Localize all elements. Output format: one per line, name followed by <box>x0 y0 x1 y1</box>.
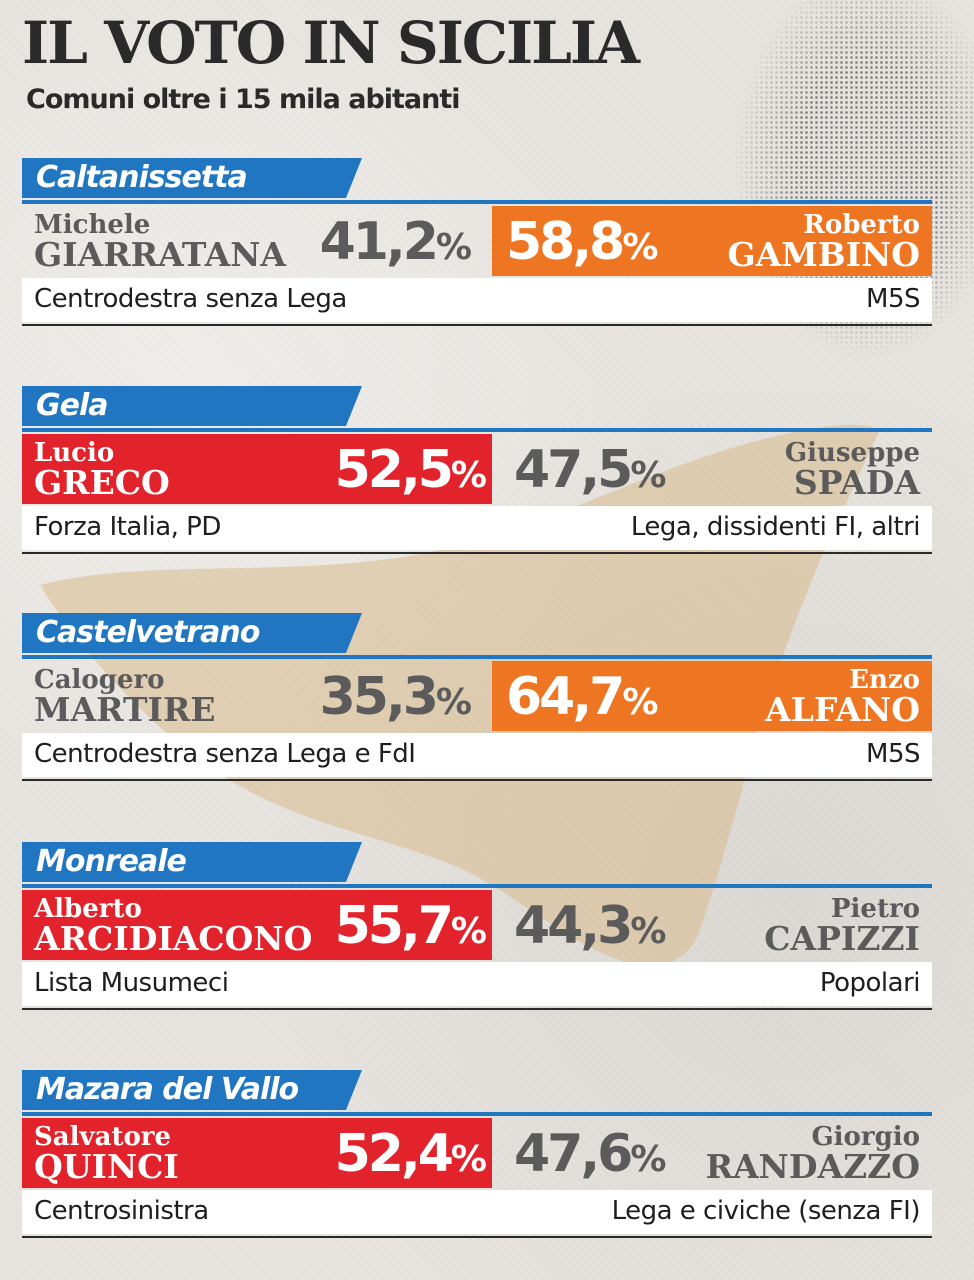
right-candidate-last-name: CAPIZZI <box>764 919 920 958</box>
winner-box <box>492 661 932 731</box>
city-tab: Caltanissetta <box>22 158 362 198</box>
left-candidate-first-name: Michele <box>34 210 151 240</box>
left-candidate-party: Centrodestra senza Lega e FdI <box>34 739 416 769</box>
right-candidate-first-name: Roberto <box>803 210 920 240</box>
result-row: Calogero MARTIRE 35,3% 64,7% Enzo ALFANO <box>22 661 932 731</box>
winner-box <box>492 206 932 276</box>
bottom-rule <box>22 1236 932 1238</box>
right-candidate-party: Lega, dissidenti FI, altri <box>630 512 921 542</box>
right-candidate-party: M5S <box>866 284 920 314</box>
race-block: Monreale Alberto ARCIDIACONO 55,7% 44,3%… <box>22 842 932 1022</box>
left-candidate-party: Forza Italia, PD <box>34 512 221 542</box>
left-candidate-last-name: MARTIRE <box>34 690 216 729</box>
city-name: Mazara del Vallo <box>36 1072 299 1107</box>
right-candidate-last-name: GAMBINO <box>727 235 920 274</box>
right-candidate-first-name: Enzo <box>849 665 920 695</box>
divider <box>22 200 932 204</box>
city-name: Caltanissetta <box>36 160 247 195</box>
right-candidate-party: M5S <box>866 739 920 769</box>
left-candidate-percentage: 35,3% <box>319 667 472 727</box>
city-tab: Monreale <box>22 842 362 882</box>
right-candidate-percentage: 47,5% <box>514 440 667 500</box>
left-candidate-first-name: Lucio <box>34 438 115 468</box>
city-tab: Gela <box>22 386 362 426</box>
party-row: Forza Italia, PD Lega, dissidenti FI, al… <box>22 506 932 550</box>
race-block: Castelvetrano Calogero MARTIRE 35,3% 64,… <box>22 613 932 793</box>
left-candidate-party: Centrosinistra <box>34 1196 209 1226</box>
race-block: Caltanissetta Michele GIARRATANA 41,2% 5… <box>22 158 932 338</box>
right-candidate-party: Popolari <box>819 968 921 998</box>
bottom-rule <box>22 1008 932 1010</box>
right-candidate-last-name: SPADA <box>793 463 920 502</box>
race-block: Mazara del Vallo Salvatore QUINCI 52,4% … <box>22 1070 932 1250</box>
party-row: Centrodestra senza Lega e FdI M5S <box>22 733 932 777</box>
divider <box>22 884 932 888</box>
right-candidate-percentage: 47,6% <box>514 1124 667 1184</box>
party-row: Lista Musumeci Popolari <box>22 962 932 1006</box>
right-candidate-party: Lega e civiche (senza FI) <box>611 1196 921 1226</box>
left-candidate-first-name: Salvatore <box>34 1122 172 1152</box>
result-row: Alberto ARCIDIACONO 55,7% 44,3% Pietro C… <box>22 890 932 960</box>
left-candidate-percentage: 52,4% <box>334 1124 487 1184</box>
result-row: Salvatore QUINCI 52,4% 47,6% Giorgio RAN… <box>22 1118 932 1188</box>
race-block: Gela Lucio GRECO 52,5% 47,5% Giuseppe SP… <box>22 386 932 566</box>
bottom-rule <box>22 324 932 326</box>
right-candidate-last-name: ALFANO <box>765 690 920 729</box>
left-candidate-percentage: 41,2% <box>319 212 472 272</box>
right-candidate-last-name: RANDAZZO <box>705 1147 920 1186</box>
right-candidate-percentage: 64,7% <box>506 667 659 727</box>
city-name: Monreale <box>36 844 186 879</box>
divider <box>22 655 932 659</box>
left-candidate-party: Lista Musumeci <box>34 968 229 998</box>
left-candidate-last-name: GRECO <box>34 463 170 502</box>
city-name: Gela <box>36 388 108 423</box>
left-candidate-last-name: ARCIDIACONO <box>34 919 313 958</box>
divider <box>22 428 932 432</box>
left-candidate-last-name: GIARRATANA <box>34 235 286 274</box>
right-candidate-percentage: 44,3% <box>514 896 667 956</box>
city-name: Castelvetrano <box>36 615 260 650</box>
city-tab: Castelvetrano <box>22 613 362 653</box>
city-tab: Mazara del Vallo <box>22 1070 362 1110</box>
page-subtitle: Comuni oltre i 15 mila abitanti <box>26 84 461 115</box>
right-candidate-first-name: Giorgio <box>811 1122 920 1152</box>
winner-box <box>22 890 492 960</box>
result-row: Lucio GRECO 52,5% 47,5% Giuseppe SPADA <box>22 434 932 504</box>
right-candidate-first-name: Giuseppe <box>784 438 920 468</box>
right-candidate-percentage: 58,8% <box>506 212 659 272</box>
left-candidate-percentage: 52,5% <box>334 440 487 500</box>
divider <box>22 1112 932 1116</box>
right-candidate-first-name: Pietro <box>830 894 920 924</box>
winner-box <box>22 434 492 504</box>
left-candidate-first-name: Alberto <box>34 894 142 924</box>
left-candidate-party: Centrodestra senza Lega <box>34 284 347 314</box>
bottom-rule <box>22 779 932 781</box>
party-row: Centrosinistra Lega e civiche (senza FI) <box>22 1190 932 1234</box>
page-title: IL VOTO IN SICILIA <box>22 9 640 77</box>
winner-box <box>22 1118 492 1188</box>
left-candidate-first-name: Calogero <box>34 665 165 695</box>
left-candidate-last-name: QUINCI <box>34 1147 179 1186</box>
party-row: Centrodestra senza Lega M5S <box>22 278 932 322</box>
bottom-rule <box>22 552 932 554</box>
left-candidate-percentage: 55,7% <box>334 896 487 956</box>
result-row: Michele GIARRATANA 41,2% 58,8% Roberto G… <box>22 206 932 276</box>
